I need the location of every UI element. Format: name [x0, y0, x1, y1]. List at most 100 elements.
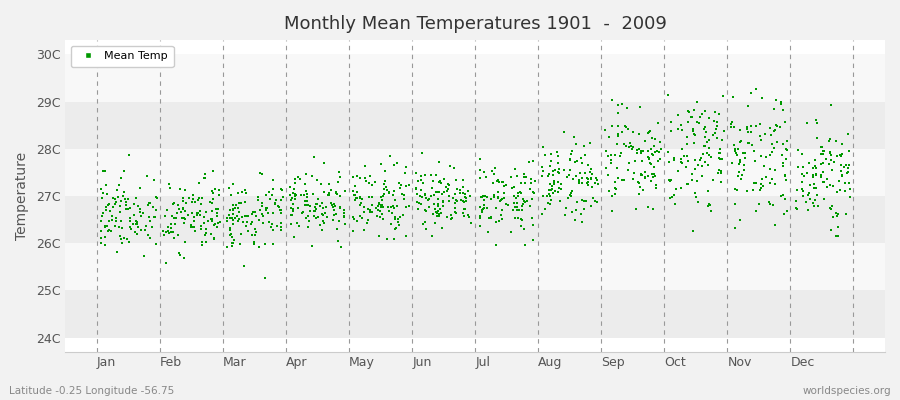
- Point: [526, 188, 540, 195]
- Point: [689, 178, 704, 184]
- Point: [546, 180, 561, 186]
- Point: [546, 172, 561, 179]
- Point: [621, 159, 635, 166]
- Point: [148, 214, 162, 220]
- Point: [376, 204, 391, 210]
- Point: [431, 207, 446, 214]
- Point: [318, 210, 332, 217]
- Point: [356, 227, 371, 233]
- Point: [579, 198, 593, 204]
- Point: [454, 197, 468, 204]
- Point: [377, 191, 392, 197]
- Point: [222, 225, 237, 231]
- Point: [816, 179, 831, 185]
- Text: worldspecies.org: worldspecies.org: [803, 386, 891, 396]
- Point: [685, 228, 699, 234]
- Point: [756, 163, 770, 170]
- Point: [497, 183, 511, 190]
- Point: [590, 181, 605, 187]
- Point: [222, 211, 237, 218]
- Point: [675, 127, 689, 133]
- Point: [166, 201, 180, 208]
- Point: [332, 217, 347, 224]
- Point: [126, 220, 140, 227]
- Point: [814, 144, 828, 150]
- Point: [373, 214, 387, 220]
- Point: [431, 158, 446, 165]
- Point: [265, 191, 279, 198]
- Point: [302, 217, 317, 224]
- Point: [541, 200, 555, 206]
- Point: [300, 202, 314, 208]
- Point: [409, 170, 423, 176]
- Point: [310, 196, 325, 203]
- Point: [275, 194, 290, 200]
- Point: [808, 117, 823, 123]
- Point: [634, 158, 649, 164]
- Point: [449, 197, 464, 203]
- Point: [197, 175, 211, 181]
- Point: [496, 179, 510, 185]
- Point: [164, 224, 178, 231]
- Point: [814, 172, 828, 179]
- Point: [232, 200, 247, 206]
- Point: [538, 206, 553, 212]
- Point: [490, 219, 504, 226]
- Point: [273, 206, 287, 213]
- Point: [461, 212, 475, 218]
- Point: [557, 129, 572, 136]
- Point: [832, 178, 846, 184]
- Point: [299, 188, 313, 194]
- Point: [149, 195, 164, 201]
- Point: [389, 225, 403, 231]
- Point: [647, 164, 662, 170]
- Point: [830, 189, 844, 195]
- Point: [819, 175, 833, 182]
- Point: [177, 239, 192, 245]
- Point: [484, 195, 499, 202]
- Point: [642, 129, 656, 136]
- Point: [225, 234, 239, 240]
- Point: [762, 200, 777, 207]
- Point: [809, 171, 824, 178]
- Point: [371, 203, 385, 209]
- Point: [330, 179, 345, 185]
- Point: [211, 224, 225, 230]
- Bar: [66, 290, 885, 338]
- Point: [762, 152, 777, 158]
- Point: [548, 166, 562, 173]
- Point: [630, 147, 644, 154]
- Point: [477, 169, 491, 175]
- Point: [706, 118, 721, 124]
- Point: [542, 171, 556, 177]
- Point: [197, 214, 211, 220]
- Point: [388, 196, 402, 203]
- Point: [459, 197, 473, 204]
- Point: [680, 119, 695, 125]
- Point: [748, 158, 762, 164]
- Point: [832, 224, 846, 230]
- Point: [371, 207, 385, 213]
- Point: [565, 209, 580, 216]
- Point: [431, 211, 446, 218]
- Point: [413, 192, 428, 199]
- Point: [714, 168, 728, 174]
- Point: [583, 202, 598, 209]
- Point: [663, 178, 678, 184]
- Point: [456, 177, 471, 183]
- Point: [238, 187, 252, 194]
- Point: [328, 210, 343, 217]
- Point: [418, 219, 432, 225]
- Point: [732, 168, 746, 175]
- Point: [350, 218, 365, 224]
- Point: [449, 210, 464, 217]
- Point: [346, 228, 361, 234]
- Point: [834, 172, 849, 179]
- Point: [104, 208, 118, 214]
- Point: [522, 158, 536, 165]
- Point: [134, 213, 148, 219]
- Point: [802, 160, 816, 167]
- Point: [491, 193, 505, 200]
- Point: [256, 213, 271, 219]
- Point: [265, 221, 279, 228]
